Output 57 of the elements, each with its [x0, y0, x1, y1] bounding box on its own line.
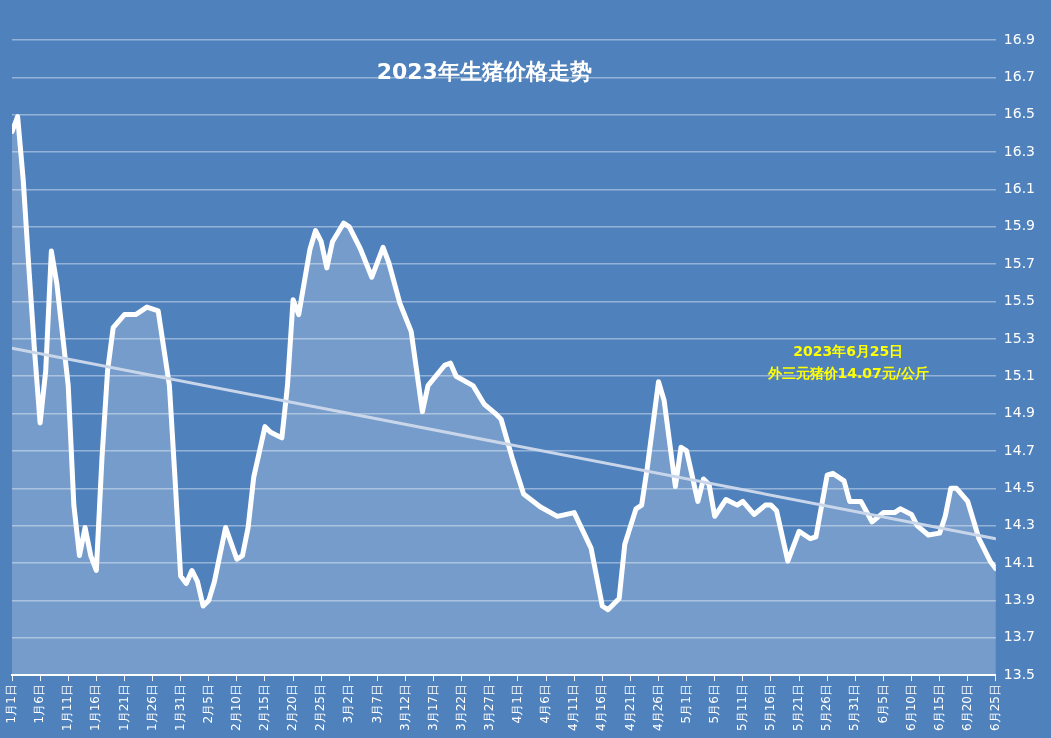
x-tick-label: 1月21日	[116, 684, 131, 731]
y-tick-label: 16.9	[1003, 30, 1035, 47]
x-tick-label: 6月25日	[987, 684, 1002, 731]
x-tick-label: 5月21日	[791, 684, 806, 731]
x-tick-label: 4月11日	[566, 684, 581, 731]
x-tick-label: 3月22日	[453, 684, 468, 731]
x-tick-label: 1月11日	[60, 684, 75, 731]
y-tick-label: 16.7	[1003, 68, 1035, 84]
x-tick-label: 2月25日	[313, 684, 328, 731]
y-tick-label: 16.1	[1003, 180, 1035, 197]
y-tick-label: 15.3	[1003, 329, 1035, 346]
y-tick-label: 13.9	[1003, 591, 1035, 608]
x-tick-label: 1月16日	[88, 684, 103, 731]
y-tick-label: 13.7	[1003, 628, 1035, 645]
x-tick-label: 4月1日	[510, 684, 525, 724]
x-tick-label: 4月6日	[538, 684, 553, 724]
annotation: 外三元猪价14.07元/公斤	[766, 364, 929, 381]
x-tick-label: 1月1日	[4, 684, 19, 724]
x-tick-label: 6月10日	[903, 684, 918, 731]
x-tick-label: 2月20日	[285, 684, 300, 731]
y-tick-label: 15.1	[1003, 366, 1035, 383]
y-tick-label: 14.3	[1003, 516, 1035, 533]
x-tick-label: 1月31日	[172, 684, 187, 731]
x-tick-label: 5月11日	[734, 684, 749, 731]
y-tick-label: 16.5	[1003, 105, 1035, 122]
x-tick-label: 6月5日	[875, 684, 890, 724]
x-tick-label: 5月26日	[819, 684, 834, 731]
x-tick-label: 3月2日	[341, 684, 356, 724]
annotation: 2023年6月25日	[793, 342, 904, 359]
y-tick-label: 15.9	[1003, 217, 1035, 234]
y-tick-label: 14.1	[1003, 553, 1035, 570]
x-tick-label: 5月6日	[706, 684, 721, 724]
x-tick-label: 5月31日	[847, 684, 862, 731]
y-tick-label: 13.5	[1003, 665, 1035, 682]
x-tick-label: 3月7日	[369, 684, 384, 724]
x-tick-label: 2月10日	[229, 684, 243, 731]
x-tick-label: 3月12日	[397, 684, 412, 731]
x-tick-label: 6月15日	[931, 684, 946, 731]
x-tick-label: 1月6日	[32, 684, 47, 724]
x-tick-label: 4月21日	[622, 684, 637, 731]
y-tick-label: 15.7	[1003, 254, 1035, 271]
y-tick-label: 14.5	[1003, 478, 1035, 495]
y-tick-label: 15.5	[1003, 292, 1035, 309]
x-tick-label: 1月26日	[144, 684, 159, 731]
y-tick-label: 14.9	[1003, 404, 1035, 421]
text: 2023年生猪价格走势	[376, 58, 592, 84]
x-tick-label: 2月5日	[200, 684, 215, 724]
x-tick-label: 4月26日	[650, 684, 665, 731]
x-tick-label: 3月17日	[425, 684, 440, 731]
x-tick-label: 2月15日	[257, 684, 272, 731]
x-tick-label: 3月27日	[481, 684, 496, 731]
x-tick-label: 5月16日	[763, 684, 778, 731]
y-tick-label: 14.7	[1003, 441, 1035, 458]
y-tick-label: 16.3	[1003, 142, 1035, 159]
x-tick-label: 6月20日	[959, 684, 974, 731]
x-tick-label: 4月16日	[594, 684, 609, 731]
x-tick-label: 5月1日	[678, 684, 693, 724]
